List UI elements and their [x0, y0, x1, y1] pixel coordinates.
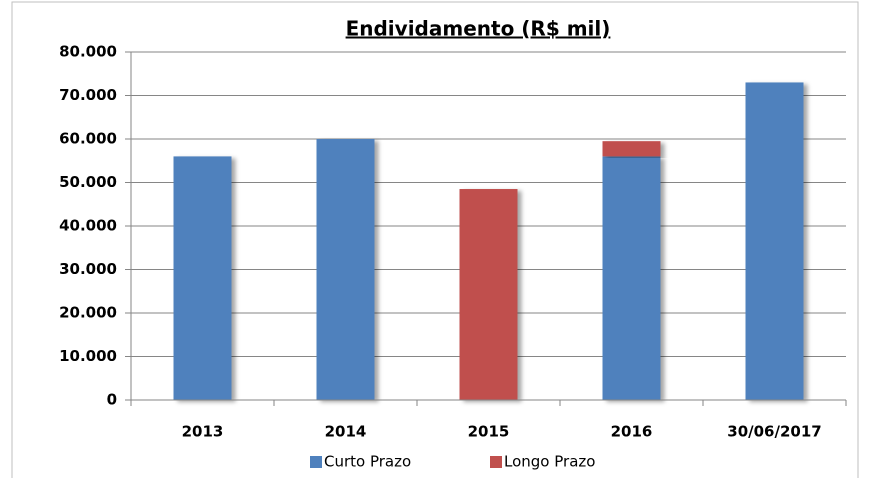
x-tick-label: 2013: [182, 423, 224, 441]
bar: [602, 156, 661, 400]
legend-label: Longo Prazo: [504, 453, 595, 471]
y-tick-label: 80.000: [59, 43, 117, 61]
bar: [602, 141, 661, 157]
y-tick-label: 50.000: [59, 173, 117, 191]
y-tick-label: 60.000: [59, 130, 117, 148]
x-tick-label: 2015: [468, 423, 510, 441]
x-tick-label: 2014: [325, 423, 367, 441]
y-tick-label: 40.000: [59, 217, 117, 235]
chart-border: [11, 1, 859, 478]
legend-label: Curto Prazo: [324, 453, 411, 471]
y-tick-label: 20.000: [59, 304, 117, 322]
legend-swatch: [310, 456, 322, 468]
bar: [316, 139, 375, 400]
bar: [459, 189, 518, 400]
x-tick-label: 2016: [611, 423, 653, 441]
y-tick-label: 10.000: [59, 347, 117, 365]
bar: [173, 156, 232, 400]
x-tick-label: 30/06/2017: [727, 423, 821, 441]
y-tick-label: 0: [107, 391, 117, 409]
y-tick-label: 30.000: [59, 260, 117, 278]
y-tick-label: 70.000: [59, 86, 117, 104]
chart-title: Endividamento (R$ mil): [346, 17, 611, 41]
legend-swatch: [490, 456, 502, 468]
bar: [745, 82, 804, 400]
